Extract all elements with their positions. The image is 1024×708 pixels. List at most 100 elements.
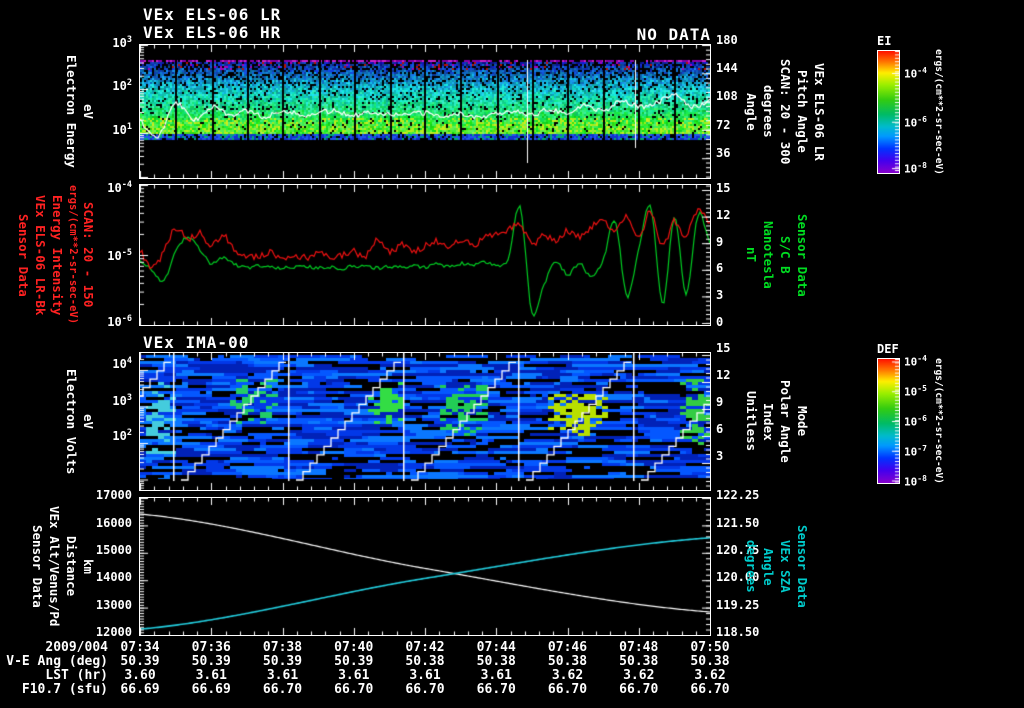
axis-tick-label: 122.25 — [716, 488, 760, 503]
side-label-column: Sensor Data — [795, 525, 810, 608]
side-label-column: Sensor Data — [30, 525, 45, 608]
p3-left-tick-labels: 104 103 102 — [74, 353, 136, 490]
colorbar-def-title: DEF — [877, 342, 899, 356]
axis-tick-label: 0 — [716, 314, 724, 329]
colorbar-tick-label: 10-8 — [904, 473, 927, 489]
axis-tick-label: 12000 — [95, 625, 132, 640]
table-cell: 50.38 — [619, 654, 659, 669]
side-label-column: SCAN: 20 - 300 — [778, 58, 793, 165]
table-cell: 07:36 — [191, 640, 231, 655]
table-cell: 3.61 — [266, 668, 299, 683]
axis-tick-label: 12 — [716, 208, 731, 223]
side-label-column: Polar Angle — [778, 380, 793, 463]
table-cell: 3.62 — [694, 668, 726, 683]
side-label-column: Index — [761, 402, 776, 441]
table-cell: 3.60 — [124, 668, 156, 683]
ima-spectrogram-canvas — [139, 352, 711, 491]
plot-title-els-lr: VEx ELS-06 LR — [143, 5, 282, 24]
colorbar-tick-label: 10-7 — [904, 443, 927, 459]
axis-tick-label: 17000 — [95, 488, 132, 503]
table-cell: 07:50 — [690, 640, 730, 655]
axis-tick-label: 9 — [716, 234, 724, 249]
axis-tick-label: 120.00 — [716, 570, 760, 585]
table-cell: 07:38 — [262, 640, 303, 655]
axis-tick-label: 16000 — [95, 515, 132, 530]
table-cell: 3.62 — [623, 668, 655, 683]
table-cell: 3.61 — [409, 668, 441, 683]
axis-tick-label: 104 — [112, 356, 132, 372]
colorbar-def-gradient — [877, 358, 900, 484]
side-label-column: Distance — [64, 536, 79, 597]
colorbar-ei-units: ergs/(cm**2-sr-sec-eV) — [933, 49, 944, 175]
table-cell: 3.61 — [338, 668, 370, 683]
table-cell: 50.38 — [690, 654, 730, 669]
side-label-column: Sensor Data — [795, 213, 810, 297]
p4-right-tick-labels: 122.25 121.50 120.75 120.00 119.25 118.50 — [714, 488, 784, 639]
axis-tick-label: 3 — [716, 449, 724, 464]
axis-tick-label: 13000 — [95, 597, 132, 612]
colorbar-def-units: ergs/(cm**2-sr-sec-eV) — [933, 358, 944, 484]
axis-tick-label: 103 — [112, 393, 132, 409]
axis-tick-label: 9 — [716, 395, 724, 410]
axis-tick-label: 108 — [716, 89, 738, 104]
side-label-column: Angle — [761, 547, 776, 586]
table-row-label: 2009/004 — [45, 640, 108, 655]
colorbar-ei-title: EI — [877, 34, 892, 48]
axis-tick-label: 6 — [716, 261, 724, 276]
p2-left-axis-labels: Sensor Data VEx ELS-06 LR-Bk Energy Intens… — [16, 185, 96, 325]
table-cell: 66.70 — [334, 682, 374, 697]
ephemeris-table: 2009/004 07:34 07:36 07:38 07:40 07:42 07:44 07… — [0, 637, 1024, 707]
colorbar-tick-label: 10-4 — [904, 65, 927, 81]
side-label-column: Energy Intensity — [50, 194, 65, 316]
table-cell: 66.70 — [690, 682, 730, 697]
axis-tick-label: 15 — [716, 180, 731, 195]
p3-right-axis-labels: Unitless Index Polar Angle Mode — [744, 353, 828, 490]
axis-tick-label: 3 — [716, 287, 724, 302]
colorbar-tick-label: 10-8 — [904, 161, 927, 176]
colorbar-tick-label: 10-6 — [904, 114, 927, 130]
p1-right-axis-labels: Angle degrees SCAN: 20 - 300 Pitch Angle VEx… — [744, 45, 828, 178]
side-label-column: eV — [81, 413, 96, 430]
colorbar-def: DEF ergs/(cm**2-sr-sec-eV) 10-4 10-5 10-6 1… — [877, 342, 944, 488]
side-label-column: Sensor Data — [16, 213, 31, 297]
side-label-column: degrees — [744, 540, 759, 593]
axis-tick-label: 12 — [716, 367, 731, 382]
table-cell: 3.62 — [551, 668, 584, 683]
side-label-column: Electron Volts — [64, 368, 79, 475]
side-label-column: S/C B — [778, 236, 793, 274]
colorbar-tick-label: 10-5 — [904, 384, 927, 399]
side-label-column: VEx ELS-06 LR — [812, 62, 827, 161]
p1-left-axis-labels: Electron Energy eV — [28, 45, 96, 178]
table-cell: 07:48 — [619, 640, 659, 655]
p2-right-axis-labels: nT Nanotesla S/C B Sensor Data — [744, 185, 828, 325]
table-cell: 50.38 — [476, 654, 516, 669]
p1-left-tick-labels: 103 102 101 — [74, 35, 136, 178]
table-cell: 66.70 — [619, 682, 659, 697]
intensity-bfield-canvas — [139, 184, 711, 326]
table-row-label: V-E Ang (deg) — [6, 654, 108, 669]
table-cell: 50.39 — [334, 654, 374, 669]
axis-tick-label: 72 — [716, 117, 731, 132]
side-label-column: eV — [81, 103, 96, 120]
side-label-column: Nanotesla — [761, 221, 776, 289]
side-label-column: SCAN: 20 - 150 — [81, 202, 96, 308]
axis-tick-label: 10-4 — [107, 179, 132, 195]
side-label-column: nT — [744, 247, 759, 263]
side-label-column: Angle — [744, 92, 759, 131]
table-cell: 66.70 — [405, 682, 445, 697]
side-label-column: VEx ELS-06 LR-Bk — [33, 194, 48, 316]
axis-tick-label: 121.50 — [716, 515, 760, 530]
table-cell: 3.61 — [195, 668, 227, 683]
axis-tick-label: 6 — [716, 422, 724, 437]
p3-left-axis-labels: Electron Volts eV — [28, 353, 96, 490]
p4-right-axis-labels: degrees Angle VEx SZA Sensor Data — [744, 498, 828, 635]
side-label-column: ergs/(cm**2-sr-sec-eV) — [67, 185, 79, 325]
axis-tick-label: 180 — [716, 33, 738, 48]
table-row-label: LST (hr) — [45, 668, 108, 683]
axis-tick-label: 102 — [112, 78, 132, 94]
axis-tick-label: 36 — [716, 145, 731, 160]
table-cell: 07:44 — [476, 640, 516, 655]
colorbar-tick-label: 10-4 — [904, 354, 927, 370]
axis-tick-label: 101 — [112, 122, 132, 138]
side-label-column: Electron Energy — [64, 55, 79, 168]
